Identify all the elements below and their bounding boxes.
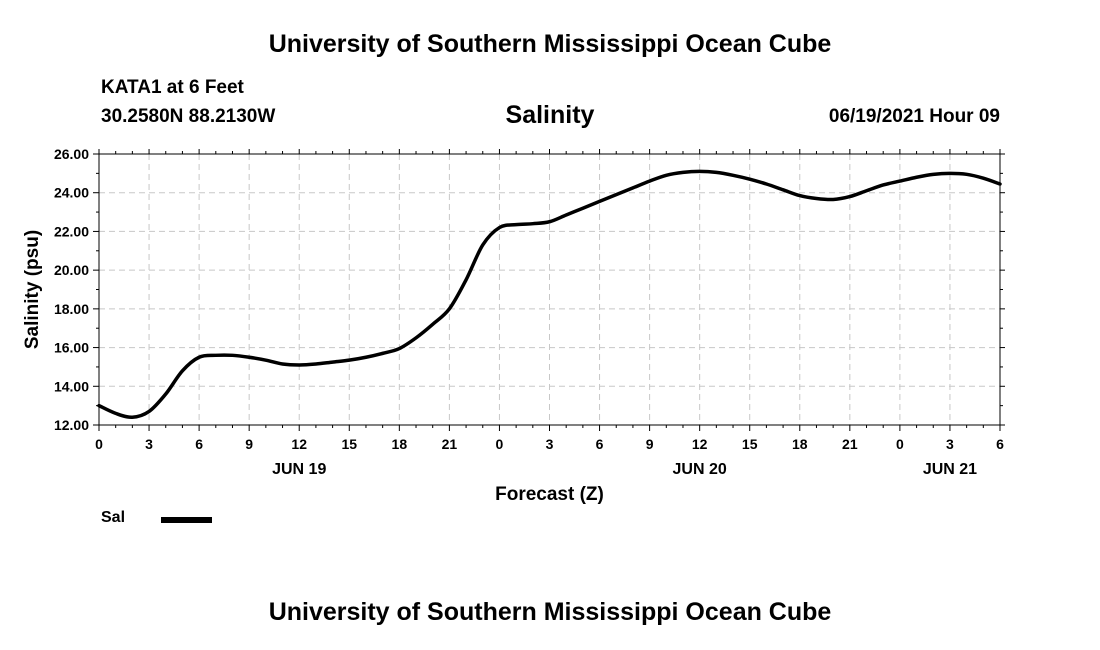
- x-tick-label: 21: [442, 436, 458, 452]
- x-tick-label: 6: [195, 436, 203, 452]
- day-label: JUN 19: [272, 461, 326, 478]
- plot-frame: [98, 153, 1001, 426]
- y-tick-label: 14.00: [54, 378, 89, 394]
- x-tick-label: 0: [896, 436, 904, 452]
- series-line-sal: [97, 169, 1002, 420]
- x-tick-label: 12: [692, 436, 708, 452]
- x-tick-label: 9: [646, 436, 654, 452]
- series-layer: [97, 169, 1002, 420]
- chart-title: Salinity: [505, 101, 595, 129]
- y-tick-label: 12.00: [54, 417, 89, 433]
- x-tick-label: 0: [95, 436, 103, 452]
- axis-labels: 12.00 14.00 16.00 18.00 20.00 22.00 24.00 26.00…: [54, 146, 1004, 478]
- day-label: JUN 21: [923, 461, 977, 478]
- x-tick-label: 15: [341, 436, 357, 452]
- y-tick-label: 22.00: [54, 223, 89, 239]
- legend-label: Sal: [101, 509, 126, 526]
- x-axis-title: Forecast (Z): [495, 484, 604, 505]
- x-tick-label: 3: [546, 436, 554, 452]
- x-tick-label: 21: [842, 436, 858, 452]
- grid-lines: [99, 154, 1000, 425]
- header-title: University of Southern Mississippi Ocean…: [268, 30, 832, 58]
- x-tick-label: 18: [792, 436, 808, 452]
- forecast-datetime: 06/19/2021 Hour 09: [828, 106, 1000, 127]
- station-label: KATA1 at 6 Feet: [101, 77, 244, 98]
- x-tick-label: 6: [996, 436, 1004, 452]
- y-tick-label: 16.00: [54, 340, 89, 356]
- x-tick-label: 18: [392, 436, 408, 452]
- y-tick-label: 18.00: [54, 301, 89, 317]
- y-tick-label: 24.00: [54, 185, 89, 201]
- day-label: JUN 20: [673, 461, 727, 478]
- x-tick-label: 12: [291, 436, 307, 452]
- x-tick-label: 0: [496, 436, 504, 452]
- y-axis-title: Salinity (psu): [22, 230, 43, 349]
- coordinates-label: 30.2580N 88.2130W: [101, 106, 276, 127]
- x-tick-label: 6: [596, 436, 604, 452]
- y-tick-label: 26.00: [54, 146, 89, 162]
- x-tick-label: 3: [946, 436, 954, 452]
- legend-swatch: [161, 517, 212, 523]
- x-tick-label: 15: [742, 436, 758, 452]
- x-tick-label: 3: [145, 436, 153, 452]
- y-tick-label: 20.00: [54, 262, 89, 278]
- x-tick-label: 9: [245, 436, 253, 452]
- footer-title: University of Southern Mississippi Ocean…: [268, 598, 832, 626]
